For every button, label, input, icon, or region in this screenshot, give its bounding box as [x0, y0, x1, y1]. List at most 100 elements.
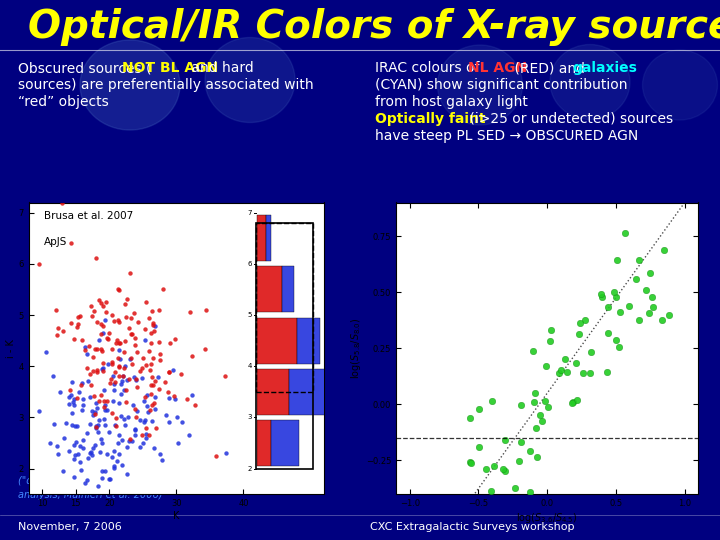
Point — [148, 443, 159, 452]
Point — [85, 381, 96, 389]
Point — [68, 397, 79, 406]
Point — [153, 306, 165, 314]
Point — [58, 326, 69, 335]
Point — [115, 380, 127, 388]
Point — [611, 256, 623, 265]
Point — [89, 307, 100, 315]
Bar — [257, 266, 282, 313]
Point — [97, 302, 109, 310]
Bar — [257, 369, 289, 415]
Point — [91, 345, 102, 354]
Point — [159, 377, 171, 386]
Text: Brusa et al. 2007: Brusa et al. 2007 — [44, 211, 132, 221]
Point — [108, 386, 120, 394]
Point — [68, 395, 80, 403]
Point — [91, 368, 103, 377]
Point — [71, 394, 83, 403]
Point — [145, 360, 157, 368]
Bar — [297, 318, 320, 363]
Point — [121, 295, 132, 303]
Point — [99, 415, 110, 423]
Ellipse shape — [642, 50, 718, 120]
Point — [117, 376, 128, 385]
Point — [111, 335, 122, 344]
Point — [529, 389, 541, 397]
Point — [132, 382, 143, 391]
Point — [55, 387, 66, 396]
Point — [486, 396, 498, 405]
Point — [81, 364, 93, 373]
Point — [96, 364, 108, 373]
Point — [96, 320, 107, 328]
Point — [575, 319, 586, 327]
Point — [143, 314, 154, 322]
Point — [103, 329, 114, 338]
Bar — [256, 223, 312, 392]
Text: 3: 3 — [248, 414, 252, 420]
Point — [176, 417, 187, 426]
Point — [97, 321, 109, 330]
Point — [183, 431, 194, 440]
Point — [104, 474, 115, 483]
Point — [199, 344, 211, 353]
Point — [200, 305, 212, 314]
Point — [128, 373, 140, 382]
Point — [66, 408, 78, 417]
Point — [58, 467, 69, 476]
Point — [147, 319, 158, 327]
Point — [73, 313, 84, 322]
Point — [140, 424, 152, 433]
Point — [647, 292, 658, 301]
Point — [595, 289, 607, 298]
Point — [107, 310, 118, 319]
Point — [610, 336, 621, 345]
Point — [126, 330, 138, 339]
Point — [81, 476, 93, 484]
Point — [510, 483, 521, 492]
Point — [88, 392, 99, 401]
Point — [86, 407, 98, 415]
Point — [76, 379, 88, 388]
Point — [130, 425, 141, 434]
Text: (RED) and: (RED) and — [510, 61, 590, 75]
Point — [96, 299, 107, 307]
Point — [105, 375, 117, 383]
Point — [96, 346, 107, 355]
Point — [112, 284, 124, 293]
Point — [112, 439, 124, 448]
Point — [109, 380, 120, 389]
Point — [136, 431, 148, 440]
Point — [181, 395, 192, 404]
Point — [66, 378, 78, 387]
Point — [51, 331, 63, 340]
Point — [93, 295, 104, 304]
Point — [122, 413, 133, 422]
Point — [109, 377, 120, 386]
Point — [118, 363, 130, 372]
Point — [171, 413, 183, 421]
Point — [68, 334, 79, 343]
Text: have steep PL SED → OBSCURED AGN: have steep PL SED → OBSCURED AGN — [375, 129, 638, 143]
Point — [170, 335, 181, 343]
Point — [113, 346, 125, 354]
Point — [495, 502, 507, 511]
Point — [140, 335, 151, 344]
Point — [130, 376, 141, 384]
Point — [91, 422, 102, 430]
Point — [102, 396, 113, 405]
Point — [143, 347, 155, 356]
Text: NL AGN: NL AGN — [468, 61, 527, 75]
Point — [146, 373, 158, 382]
Point — [75, 381, 86, 389]
Bar — [271, 420, 300, 466]
Point — [87, 367, 99, 375]
Point — [544, 336, 556, 345]
Bar — [256, 223, 312, 469]
Point — [146, 401, 158, 410]
Point — [464, 505, 476, 514]
Point — [113, 362, 125, 370]
Point — [112, 456, 123, 465]
Point — [554, 369, 565, 377]
Point — [106, 453, 117, 461]
Point — [539, 396, 550, 405]
